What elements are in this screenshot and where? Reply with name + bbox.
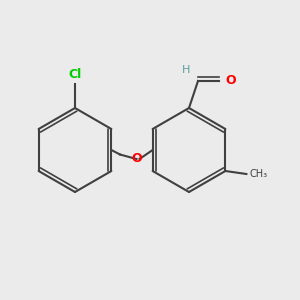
Text: CH₃: CH₃ xyxy=(249,169,268,179)
Text: O: O xyxy=(225,74,236,88)
Text: H: H xyxy=(182,65,190,75)
Text: Cl: Cl xyxy=(68,68,82,81)
Text: O: O xyxy=(131,152,142,166)
